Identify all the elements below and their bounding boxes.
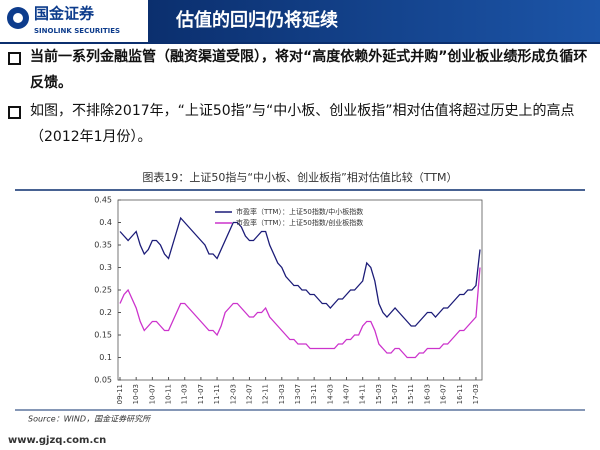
x-tick-label: 14-03 [326, 384, 334, 404]
y-tick-label: 0.4 [99, 218, 112, 227]
series-line [119, 267, 481, 359]
bullet-box [8, 106, 21, 119]
title-band [148, 0, 600, 42]
y-tick-label: 0.2 [99, 308, 112, 317]
y-tick-label: 0.05 [94, 376, 112, 385]
x-tick-label: 15-11 [407, 384, 415, 404]
x-tick-label: 17-03 [472, 384, 480, 404]
y-tick-label: 0.35 [94, 241, 112, 250]
x-tick-label: 10-11 [165, 384, 173, 404]
x-tick-label: 10-03 [132, 384, 140, 404]
x-tick-label: 12-11 [262, 384, 270, 404]
bullet-text: 如图，不排除2017年，“上证50指”与“中小板、创业板指”相对估值将超过历史上… [30, 103, 575, 145]
x-tick-label: 15-07 [391, 384, 399, 404]
y-tick-label: 0.3 [99, 263, 112, 272]
bullet-box [8, 52, 21, 65]
x-tick-label: 11-07 [197, 384, 205, 404]
x-tick-label: 13-07 [294, 384, 302, 404]
x-tick-label: 11-11 [213, 384, 221, 404]
x-tick-label: 14-11 [359, 384, 367, 404]
y-tick-label: 0.25 [94, 286, 112, 295]
y-tick-label: 0.45 [94, 196, 112, 205]
source: Source：WIND，国金证券研究所 [28, 415, 152, 424]
x-tick-label: 13-03 [278, 384, 286, 404]
x-tick-label: 15-03 [375, 384, 383, 404]
x-tick-label: 12-03 [229, 384, 237, 404]
plot-frame [117, 199, 483, 381]
x-tick-label: 12-07 [245, 384, 253, 404]
header-rule [0, 42, 600, 44]
y-tick-label: 0.15 [94, 331, 112, 340]
x-tick-label: 16-11 [456, 384, 464, 404]
logo-icon-inner [13, 13, 23, 23]
x-tick-label: 11-03 [181, 384, 189, 404]
slide-title: 估值的回归仍将延续 [175, 9, 338, 31]
footer-url: www.gjzq.com.cn [8, 435, 106, 446]
chart-title: 图表19：上证50指与“中小板、创业板指”相对估值比较（TTM） [142, 170, 457, 184]
x-tick-label: 16-07 [440, 384, 448, 404]
series-line [119, 216, 481, 327]
x-tick-label: 13-11 [310, 384, 318, 404]
legend-label: 市盈率（TTM）：上证50指数/中小板指数 [236, 207, 363, 216]
x-tick-label: 09-11 [116, 384, 124, 404]
logo: 国金证券 [34, 5, 95, 23]
x-tick-label: 16-03 [423, 384, 431, 404]
legend-label: 市盈率（TTM）：上证50指数/创业板指数 [236, 218, 363, 227]
bullet-text: 当前一系列金融监管（融资渠道受限），将对“高度依赖外延式并购”创业板业绩形成负循… [30, 49, 588, 91]
x-tick-label: 10-07 [148, 384, 156, 404]
logo-en: SINOLINK SECURITIES [34, 27, 120, 35]
x-tick-label: 14-07 [343, 384, 351, 404]
y-tick-label: 0.1 [99, 353, 112, 362]
